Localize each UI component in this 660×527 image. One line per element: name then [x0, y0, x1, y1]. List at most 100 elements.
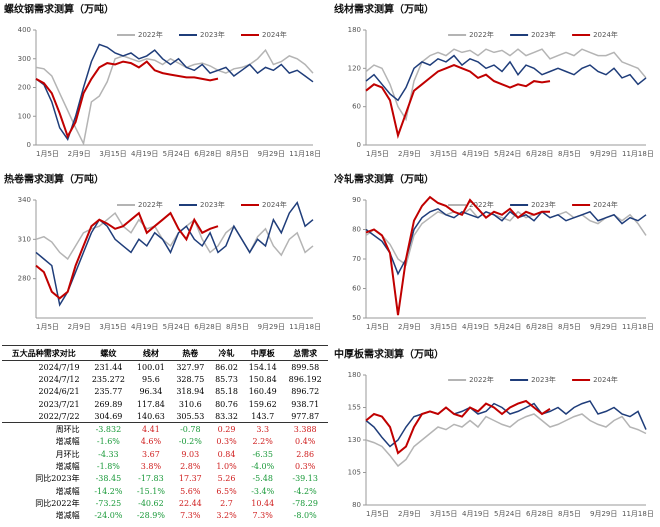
table-cell: 235.77 — [94, 387, 123, 397]
table-cell: -0.78 — [170, 422, 210, 436]
x-tick-label: 5月24日 — [163, 323, 190, 331]
table-row: 同比2023年 -38.45 -17.83 17.37 5.26 -5.48 -39.13 — [2, 473, 328, 485]
series-line — [365, 413, 647, 468]
series-line — [365, 54, 647, 102]
header-cell: 五大品种需求对比 — [2, 345, 86, 361]
table-cell: 0.84 — [217, 449, 236, 459]
table-cell: -24.0% — [94, 511, 123, 521]
table-cell: 3.67 — [142, 449, 160, 459]
table-cell: 159.62 — [248, 399, 277, 409]
table-row: 2022/7/22 304.69 140.63 305.53 83.32 143.7 977… — [2, 410, 328, 423]
x-tick-label: 4月19日 — [462, 510, 489, 518]
table-cell: -39.13 — [292, 474, 318, 484]
table-cell: -5.48 — [252, 474, 273, 484]
legend-label: 2023年 — [531, 375, 556, 384]
x-tick-label: 3月15日 — [430, 150, 457, 158]
row-label: 月环比 — [55, 449, 80, 459]
chart-title: 线材需求测算（万吨） — [334, 3, 434, 16]
table-cell: 100.01 — [136, 362, 165, 372]
legend-label: 2022年 — [469, 200, 494, 209]
table-row: 2023/7/21 269.89 117.84 310.6 80.76 159.62 938… — [2, 398, 328, 410]
x-tick-label: 9月29日 — [258, 150, 285, 158]
table-cell: 235.272 — [91, 374, 125, 384]
row-label: 同比2023年 — [35, 474, 80, 484]
x-tick-label: 3月15日 — [99, 323, 126, 331]
table-row: 增减幅 -1.8% 3.8% 2.8% 1.0% -4.0% 0.3% — [2, 460, 328, 472]
header-row: 五大品种需求对比 螺纹 线材 热卷 冷轧 中厚板 总需求 — [2, 345, 328, 361]
y-tick-label: 60 — [352, 285, 361, 293]
table-row: 2024/7/19 231.44 100.01 327.97 86.02 154.14 89… — [2, 361, 328, 374]
y-tick-label: 120 — [348, 64, 361, 72]
series-line — [35, 201, 314, 307]
table-cell: -3.4% — [251, 486, 275, 496]
chart: 冷轧需求测算（万吨） 2022年 2023年 2024年 50 60 70 80 90 1月5日 2… — [334, 173, 654, 332]
y-tick-label: 310 — [18, 235, 31, 243]
row-label: 2024/7/12 — [38, 374, 80, 384]
x-tick-label: 6月28日 — [194, 150, 221, 158]
x-tick-label: 8月5日 — [226, 323, 249, 331]
x-tick-label: 11月18日 — [289, 150, 321, 158]
legend-label: 2024年 — [593, 200, 618, 209]
y-tick-label: 0 — [357, 141, 361, 149]
legend-label: 2023年 — [200, 30, 225, 39]
table-cell: 86.02 — [215, 362, 238, 372]
table-cell: 83.32 — [215, 411, 238, 421]
y-tick-label: 100 — [18, 112, 31, 120]
table-cell: 231.44 — [94, 362, 123, 372]
chart-title: 螺纹钢需求测算（万吨） — [4, 3, 114, 16]
table-cell: 1.0% — [216, 462, 237, 472]
table-cell: 269.89 — [94, 399, 123, 409]
table-cell: -1.8% — [96, 462, 120, 472]
table-cell: 4.6% — [140, 437, 162, 447]
table-cell: 96.34 — [139, 387, 163, 397]
y-tick-label: 80 — [352, 501, 361, 509]
table-cell: -1.6% — [96, 437, 120, 447]
legend-label: 2022年 — [469, 375, 494, 384]
x-tick-label: 11月18日 — [289, 323, 321, 331]
table-cell: 3.2% — [216, 511, 237, 521]
legend-label: 2024年 — [262, 200, 287, 209]
x-tick-label: 6月28日 — [526, 510, 553, 518]
x-tick-label: 9月29日 — [590, 150, 617, 158]
table-row: 2024/6/21 235.77 96.34 318.94 85.18 160.49 896… — [2, 386, 328, 398]
table-cell: 304.69 — [94, 411, 123, 421]
y-tick-label: 340 — [18, 196, 31, 204]
table-cell: 17.37 — [178, 474, 202, 484]
table-cell: -17.83 — [138, 474, 164, 484]
table-cell: 2.86 — [296, 449, 315, 459]
table-row: 月环比 -4.33 3.67 9.03 0.84 -6.35 2.86 — [2, 448, 328, 460]
chart-title: 中厚板需求测算（万吨） — [334, 348, 444, 361]
x-tick-label: 11月18日 — [622, 510, 654, 518]
x-tick-label: 2月9日 — [398, 510, 421, 518]
x-tick-label: 1月5日 — [366, 323, 389, 331]
x-tick-label: 2月9日 — [68, 323, 91, 331]
table-cell: -3.832 — [85, 422, 132, 436]
table-cell: 154.14 — [248, 362, 277, 372]
header-cell: 螺纹 — [85, 345, 132, 361]
header-cell: 热卷 — [170, 345, 210, 361]
x-tick-label: 4月19日 — [131, 150, 158, 158]
table-cell: -8.0% — [293, 511, 317, 521]
table-cell: 117.84 — [136, 399, 165, 409]
series-line — [35, 211, 314, 261]
row-label: 2024/6/21 — [38, 387, 80, 397]
x-tick-label: 8月5日 — [226, 150, 249, 158]
x-tick-label: 3月15日 — [430, 510, 457, 518]
table-cell: 977.87 — [291, 411, 320, 421]
series-line — [35, 48, 314, 146]
y-tick-label: 105 — [348, 469, 361, 477]
x-tick-label: 6月28日 — [526, 323, 553, 331]
table-cell: 85.73 — [215, 374, 238, 384]
x-tick-label: 8月5日 — [558, 150, 581, 158]
y-tick-label: 50 — [352, 314, 361, 322]
table-cell: 896.192 — [288, 374, 322, 384]
table-cell: -28.9% — [136, 511, 165, 521]
table-cell: 318.94 — [176, 387, 205, 397]
legend-label: 2022年 — [138, 200, 163, 209]
table-cell: 0.29 — [209, 422, 244, 436]
x-tick-label: 11月18日 — [622, 323, 654, 331]
x-tick-label: 3月15日 — [430, 323, 457, 331]
series-line — [35, 43, 314, 141]
y-tick-label: 70 — [352, 255, 361, 263]
